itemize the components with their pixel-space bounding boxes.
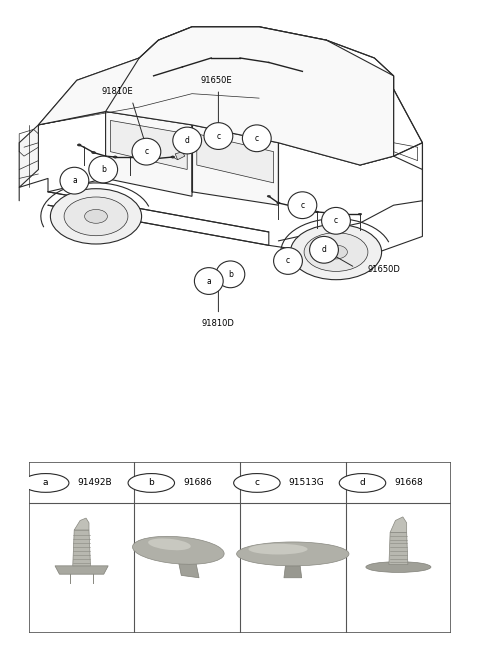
Circle shape: [204, 123, 233, 150]
Text: 91686: 91686: [183, 478, 212, 487]
Ellipse shape: [315, 211, 319, 213]
Polygon shape: [55, 566, 108, 574]
Text: a: a: [43, 478, 48, 487]
Text: 91650D: 91650D: [367, 266, 400, 274]
Text: 91513G: 91513G: [288, 478, 324, 487]
Polygon shape: [197, 134, 274, 183]
Ellipse shape: [171, 156, 175, 158]
Text: b: b: [228, 270, 233, 279]
Text: d: d: [360, 478, 365, 487]
Ellipse shape: [249, 544, 308, 554]
Polygon shape: [110, 121, 187, 169]
Polygon shape: [74, 518, 89, 530]
Text: b: b: [101, 165, 106, 174]
Ellipse shape: [276, 202, 280, 204]
Polygon shape: [73, 530, 90, 566]
Polygon shape: [179, 561, 199, 578]
Ellipse shape: [358, 213, 362, 215]
Circle shape: [216, 261, 245, 288]
Text: d: d: [322, 245, 326, 255]
Circle shape: [60, 167, 89, 194]
Text: c: c: [300, 201, 304, 210]
Ellipse shape: [290, 224, 382, 279]
Ellipse shape: [142, 156, 146, 158]
Circle shape: [194, 268, 223, 295]
Ellipse shape: [84, 209, 108, 223]
Text: b: b: [148, 478, 154, 487]
Polygon shape: [389, 533, 408, 565]
Polygon shape: [19, 125, 38, 188]
Text: c: c: [286, 256, 290, 266]
Text: 91492B: 91492B: [77, 478, 112, 487]
Circle shape: [288, 192, 317, 218]
Polygon shape: [192, 125, 278, 205]
Circle shape: [89, 156, 118, 183]
Text: 91668: 91668: [394, 478, 423, 487]
Ellipse shape: [77, 144, 81, 146]
Circle shape: [23, 474, 69, 492]
Circle shape: [339, 474, 386, 492]
Polygon shape: [284, 566, 301, 578]
Ellipse shape: [296, 207, 300, 209]
Text: c: c: [334, 216, 338, 225]
Circle shape: [132, 138, 161, 165]
Circle shape: [234, 474, 280, 492]
Text: a: a: [72, 176, 77, 185]
Circle shape: [242, 125, 271, 152]
Polygon shape: [175, 152, 185, 159]
Polygon shape: [38, 58, 139, 125]
Text: c: c: [216, 132, 220, 140]
Ellipse shape: [50, 189, 142, 244]
Ellipse shape: [339, 213, 342, 215]
Circle shape: [128, 474, 175, 492]
Ellipse shape: [64, 197, 128, 236]
Polygon shape: [390, 517, 407, 533]
Polygon shape: [38, 27, 394, 165]
Text: c: c: [255, 134, 259, 143]
Circle shape: [274, 247, 302, 274]
Text: 91810D: 91810D: [202, 319, 235, 328]
Ellipse shape: [92, 152, 96, 154]
Ellipse shape: [237, 542, 349, 566]
Ellipse shape: [148, 539, 191, 550]
Polygon shape: [106, 112, 192, 196]
Circle shape: [173, 127, 202, 154]
Ellipse shape: [304, 233, 368, 272]
Text: d: d: [185, 136, 190, 145]
Ellipse shape: [132, 537, 224, 564]
Polygon shape: [278, 40, 394, 165]
Circle shape: [310, 236, 338, 263]
Text: 91810E: 91810E: [102, 87, 133, 96]
Text: c: c: [254, 478, 259, 487]
Ellipse shape: [113, 156, 117, 158]
Text: a: a: [206, 277, 211, 285]
Text: 91650E: 91650E: [200, 75, 232, 85]
Ellipse shape: [267, 195, 271, 197]
Text: c: c: [144, 147, 148, 156]
Circle shape: [322, 207, 350, 234]
Ellipse shape: [324, 245, 348, 259]
Ellipse shape: [366, 562, 431, 573]
